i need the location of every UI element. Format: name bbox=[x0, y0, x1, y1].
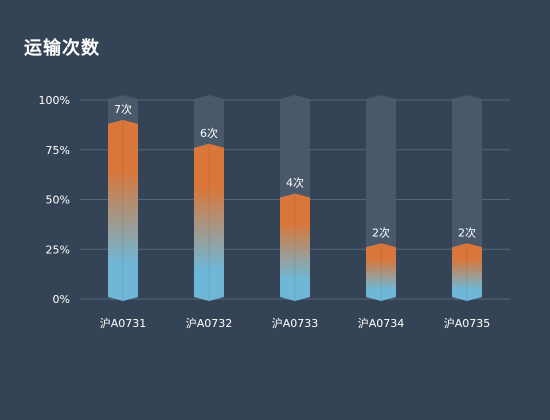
bar[interactable] bbox=[366, 243, 396, 301]
data-label: 2次 bbox=[458, 225, 476, 239]
bar[interactable] bbox=[108, 119, 138, 301]
data-label: 7次 bbox=[114, 102, 132, 116]
x-tick-label: 沪A0732 bbox=[186, 316, 233, 330]
y-tick-label: 25% bbox=[46, 243, 70, 256]
y-tick-label: 50% bbox=[46, 194, 70, 207]
y-tick-label: 100% bbox=[39, 94, 70, 107]
x-tick-label: 沪A0733 bbox=[272, 316, 319, 330]
data-label: 2次 bbox=[372, 225, 390, 239]
data-label: 4次 bbox=[286, 176, 304, 190]
y-tick-label: 0% bbox=[53, 293, 70, 306]
chart-title: 运输次数 bbox=[24, 38, 100, 59]
y-tick-label: 75% bbox=[46, 144, 70, 157]
x-tick-label: 沪A0734 bbox=[358, 316, 405, 330]
x-tick-label: 沪A0735 bbox=[444, 316, 491, 330]
bar[interactable] bbox=[194, 143, 224, 301]
bar[interactable] bbox=[452, 243, 482, 301]
data-label: 6次 bbox=[200, 126, 218, 140]
x-tick-label: 沪A0731 bbox=[100, 316, 147, 330]
bar[interactable] bbox=[280, 193, 310, 301]
